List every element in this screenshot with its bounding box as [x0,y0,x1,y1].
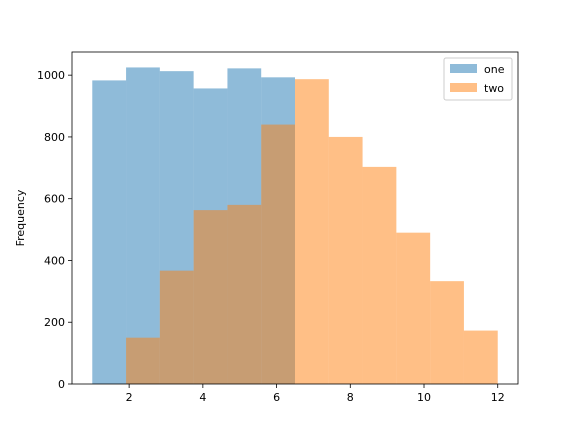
bar-two-7 [362,166,397,384]
bar-two-6 [328,136,363,384]
bar-two-8 [396,232,431,384]
bar-two-2 [193,210,228,384]
y-axis-label: Frequency [14,189,27,246]
legend-label-two: two [484,82,504,95]
axes-frame [71,51,519,385]
bar-two-10 [463,330,498,384]
bar-one-0 [92,80,127,384]
legend-label-one: one [484,63,505,76]
x-tick-label: 12 [491,391,505,404]
y-tick-label: 200 [44,316,65,329]
bar-two-1 [159,270,194,384]
bar-two-5 [295,79,329,384]
x-tick-label: 8 [347,391,354,404]
y-axis-ticks: 0 200 400 600 800 1000 [37,69,72,391]
y-tick-label: 600 [44,193,65,206]
y-tick-label: 1000 [37,69,65,82]
legend-swatch-two [450,83,477,92]
bar-two-9 [430,281,464,384]
x-axis-ticks: 2 4 6 8 10 12 [126,384,505,404]
bar-two-3 [227,204,262,384]
legend-swatch-one [450,64,477,73]
legend: one two [443,57,513,101]
bar-one-1 [126,67,160,384]
x-tick-label: 2 [126,391,133,404]
x-tick-label: 4 [199,391,206,404]
y-tick-label: 400 [44,254,65,267]
x-tick-label: 10 [417,391,431,404]
x-tick-label: 6 [273,391,280,404]
y-tick-label: 0 [58,378,65,391]
y-tick-label: 800 [44,131,65,144]
bar-two-4 [261,124,295,384]
histogram-bars [92,67,498,385]
bar-two-0 [126,337,160,384]
